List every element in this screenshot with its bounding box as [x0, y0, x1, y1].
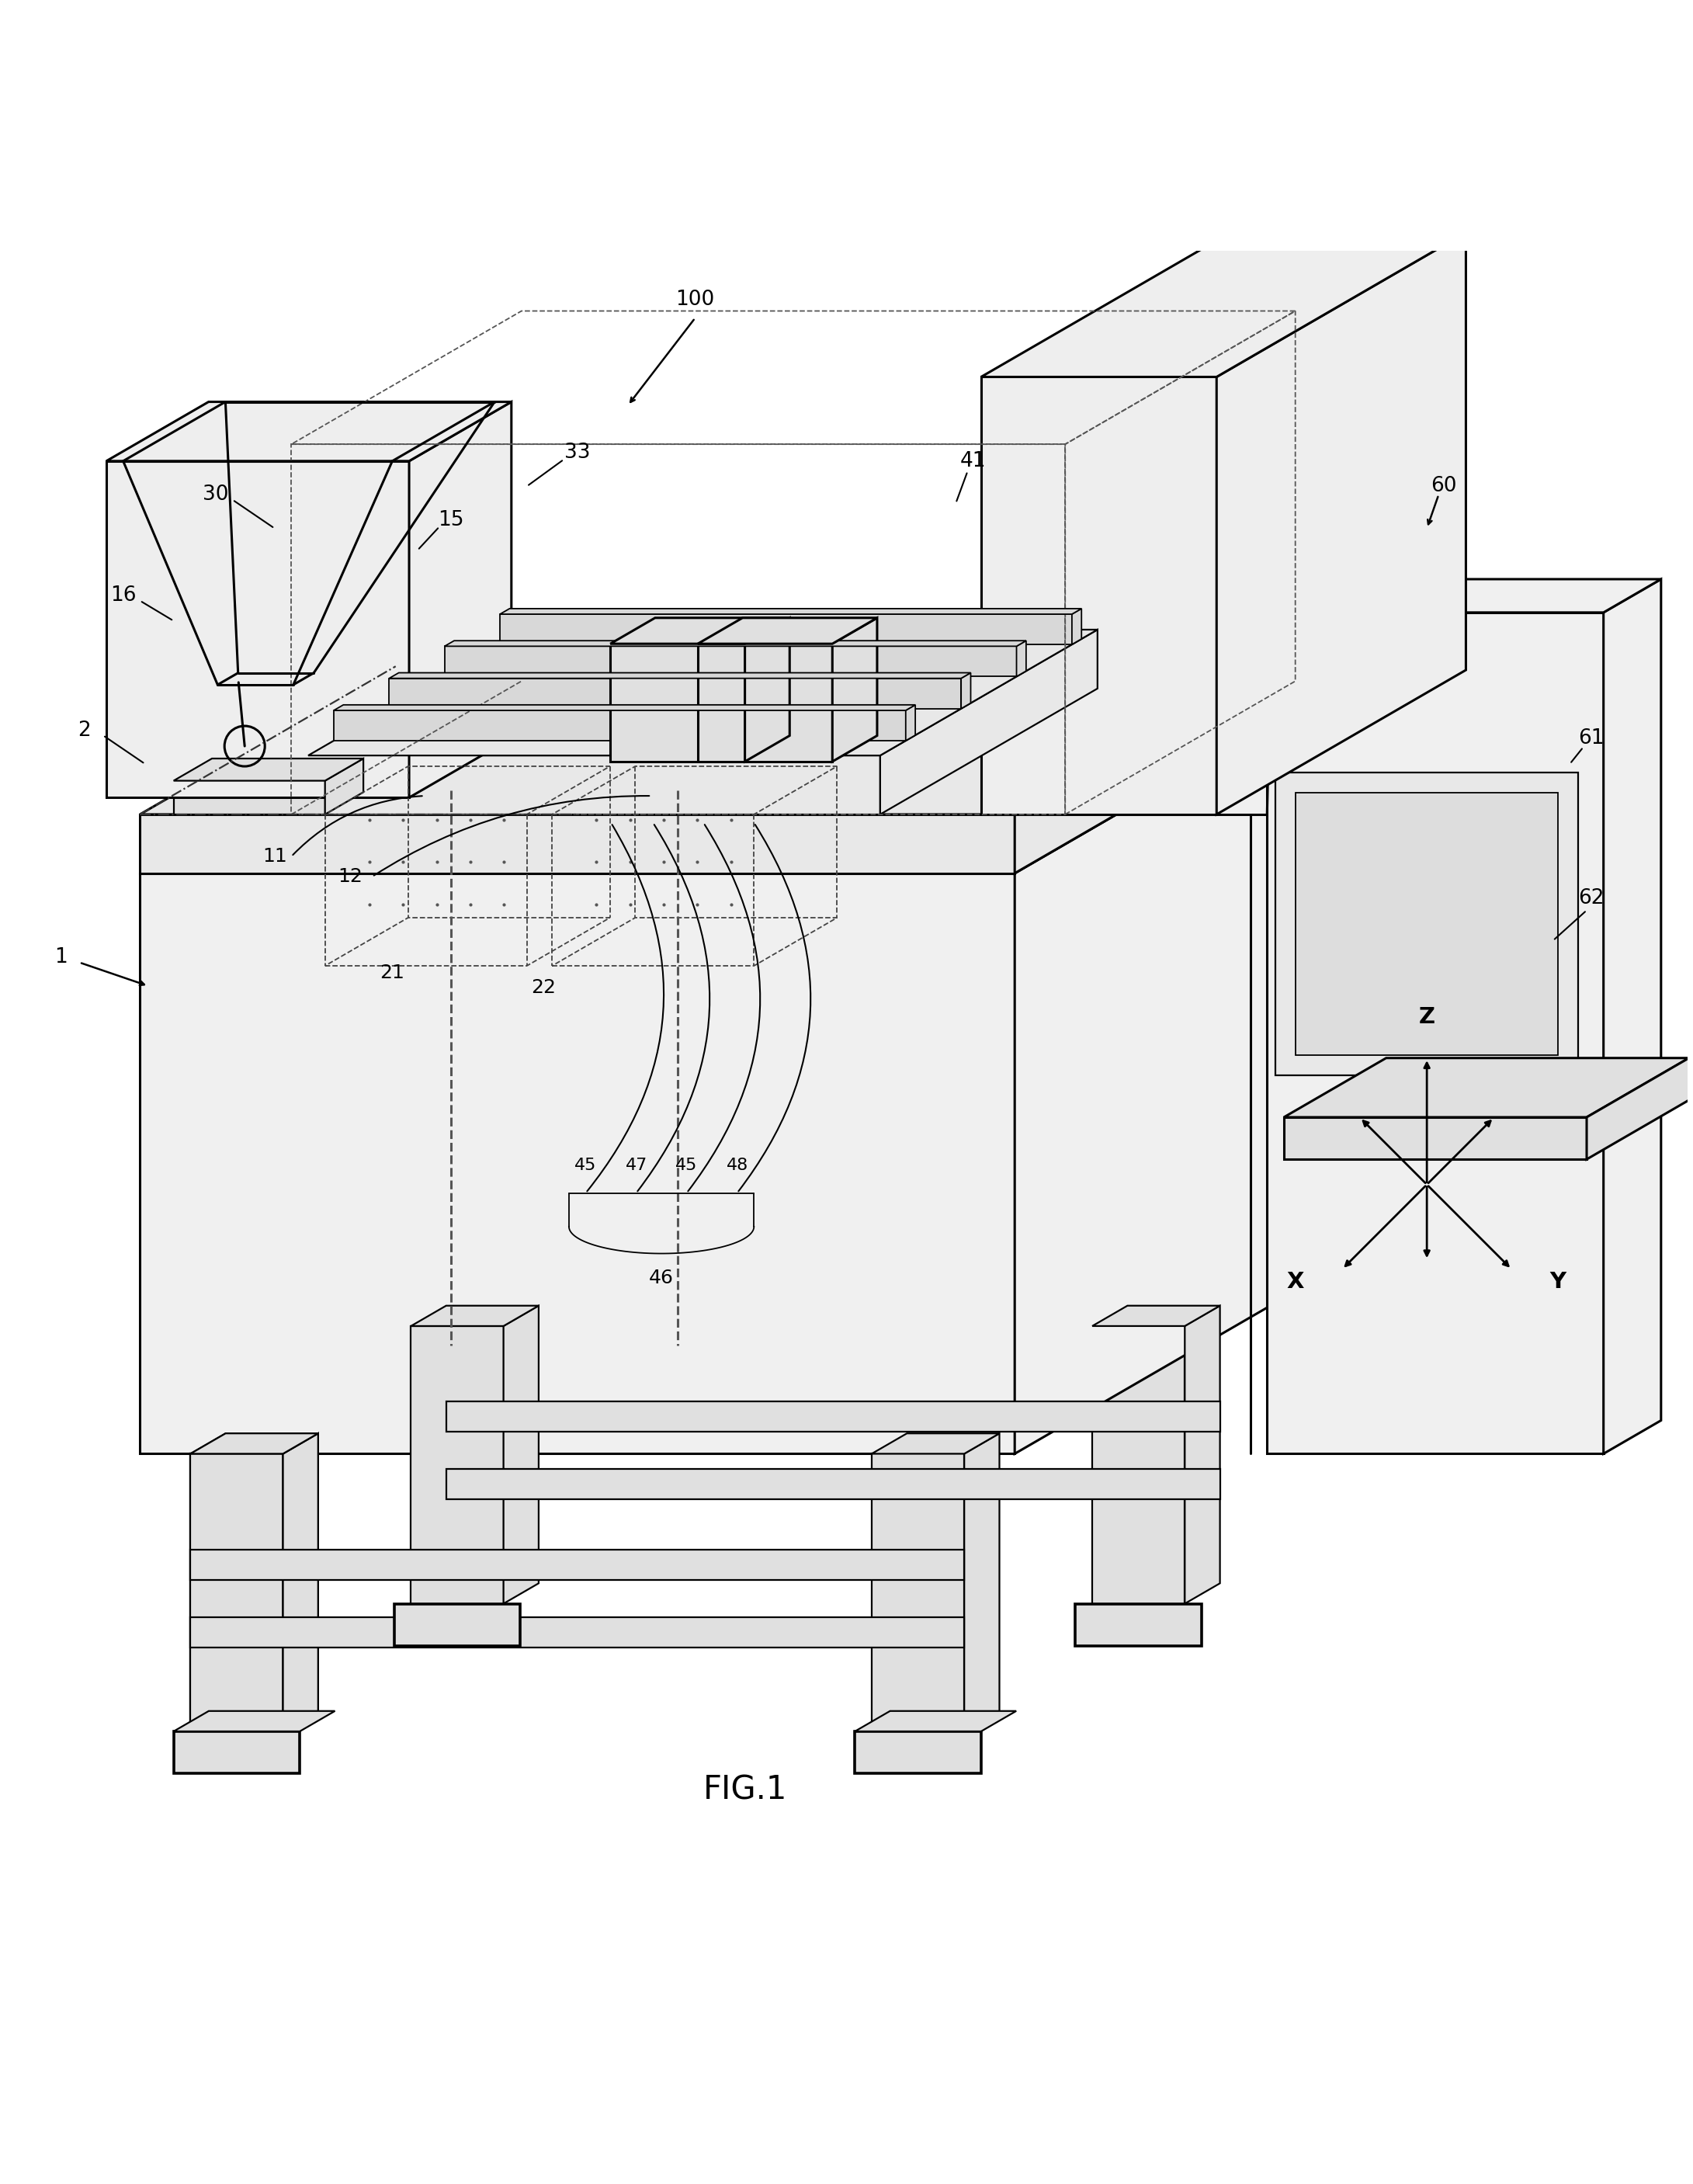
Polygon shape — [389, 673, 970, 679]
Polygon shape — [1586, 1057, 1690, 1160]
Polygon shape — [190, 1455, 283, 1732]
Text: FIG.1: FIG.1 — [704, 1773, 787, 1806]
Text: 22: 22 — [532, 978, 555, 998]
Polygon shape — [174, 758, 364, 780]
Polygon shape — [190, 1433, 318, 1455]
Polygon shape — [141, 725, 1270, 874]
Polygon shape — [1266, 612, 1603, 1455]
Polygon shape — [1092, 1306, 1221, 1326]
Polygon shape — [1185, 1306, 1221, 1603]
Polygon shape — [499, 614, 1072, 644]
Polygon shape — [1075, 1603, 1202, 1647]
Polygon shape — [190, 1616, 965, 1647]
Polygon shape — [447, 1402, 1221, 1433]
Text: 15: 15 — [438, 509, 464, 531]
Polygon shape — [334, 710, 906, 740]
Text: 61: 61 — [1578, 729, 1605, 749]
Text: 48: 48 — [726, 1158, 748, 1173]
Polygon shape — [1295, 793, 1558, 1055]
Polygon shape — [499, 609, 1082, 614]
Polygon shape — [906, 705, 916, 740]
Polygon shape — [174, 1710, 335, 1732]
Polygon shape — [609, 618, 789, 644]
Polygon shape — [411, 1306, 538, 1326]
Polygon shape — [609, 644, 745, 762]
Polygon shape — [872, 1455, 965, 1732]
Polygon shape — [141, 666, 1270, 815]
Polygon shape — [445, 646, 1016, 677]
Polygon shape — [1014, 666, 1270, 874]
Polygon shape — [394, 1603, 520, 1647]
Polygon shape — [190, 1433, 318, 1455]
Polygon shape — [1014, 725, 1270, 1455]
Text: 12: 12 — [339, 867, 362, 887]
Polygon shape — [698, 618, 877, 644]
Polygon shape — [855, 1710, 1016, 1732]
Text: 30: 30 — [203, 485, 229, 505]
Polygon shape — [141, 815, 1014, 874]
Polygon shape — [410, 402, 511, 797]
Text: 41: 41 — [960, 450, 985, 472]
Text: 1: 1 — [54, 948, 68, 968]
Text: 16: 16 — [110, 585, 135, 605]
Polygon shape — [411, 1326, 503, 1603]
Polygon shape — [880, 629, 1097, 815]
Text: 46: 46 — [648, 1269, 674, 1286]
Polygon shape — [980, 232, 1466, 378]
Polygon shape — [325, 758, 364, 815]
Text: 33: 33 — [564, 443, 591, 463]
Polygon shape — [107, 461, 410, 797]
Text: Z: Z — [1419, 1007, 1436, 1029]
Polygon shape — [308, 756, 880, 815]
Polygon shape — [833, 618, 877, 762]
Polygon shape — [698, 644, 833, 762]
Polygon shape — [745, 618, 789, 762]
Polygon shape — [1072, 609, 1082, 644]
Polygon shape — [389, 679, 962, 708]
Polygon shape — [1266, 579, 1661, 612]
Text: 62: 62 — [1578, 889, 1605, 909]
Text: 100: 100 — [676, 290, 714, 310]
Polygon shape — [174, 1732, 300, 1773]
Polygon shape — [1283, 1057, 1690, 1118]
Polygon shape — [283, 1433, 318, 1732]
Polygon shape — [965, 1433, 999, 1732]
Polygon shape — [283, 1433, 318, 1732]
Text: X: X — [1287, 1271, 1304, 1293]
Text: 45: 45 — [676, 1158, 698, 1173]
Polygon shape — [872, 1433, 999, 1455]
Text: 21: 21 — [379, 963, 405, 983]
Polygon shape — [980, 378, 1217, 815]
Text: Y: Y — [1551, 1271, 1566, 1293]
Text: 47: 47 — [625, 1158, 647, 1173]
Polygon shape — [190, 1455, 283, 1732]
Polygon shape — [503, 1306, 538, 1603]
Polygon shape — [445, 640, 1026, 646]
Polygon shape — [1217, 232, 1466, 815]
Polygon shape — [107, 402, 511, 461]
Polygon shape — [308, 629, 1097, 756]
Text: 45: 45 — [574, 1158, 596, 1173]
Polygon shape — [855, 1732, 980, 1773]
Polygon shape — [1092, 1326, 1185, 1603]
Polygon shape — [447, 1470, 1221, 1498]
Polygon shape — [1016, 640, 1026, 677]
Text: 2: 2 — [78, 721, 91, 740]
Polygon shape — [141, 874, 1014, 1455]
Polygon shape — [1275, 773, 1578, 1075]
Polygon shape — [174, 780, 325, 815]
Text: 60: 60 — [1431, 476, 1456, 496]
Polygon shape — [334, 705, 916, 710]
Polygon shape — [1603, 579, 1661, 1455]
Polygon shape — [1283, 1118, 1586, 1160]
Text: 11: 11 — [262, 847, 286, 865]
Polygon shape — [962, 673, 970, 708]
Polygon shape — [190, 1551, 965, 1579]
